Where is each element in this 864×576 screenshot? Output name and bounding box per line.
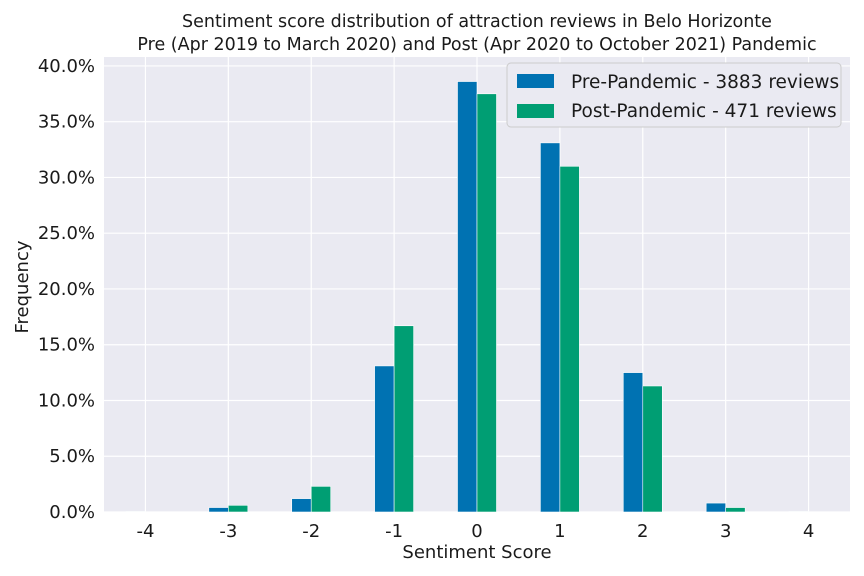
bar-pre--4 bbox=[125, 511, 146, 513]
y-tick-label: 15.0% bbox=[38, 335, 95, 356]
y-tick-label: 20.0% bbox=[38, 279, 95, 300]
bar-pre--1 bbox=[374, 365, 395, 513]
bar-pre-0 bbox=[457, 81, 478, 513]
y-tick-label: 35.0% bbox=[38, 112, 95, 133]
bar-post-0 bbox=[476, 93, 497, 513]
legend-box bbox=[506, 62, 842, 128]
legend-label-pre-pandemic: Pre-Pandemic - 3883 reviews bbox=[571, 72, 839, 93]
x-tick-label: 3 bbox=[720, 521, 731, 542]
bars bbox=[125, 81, 809, 513]
bar-post--1 bbox=[393, 325, 414, 513]
x-tick-label: 0 bbox=[471, 521, 482, 542]
bar-post--2 bbox=[310, 486, 332, 513]
bar-post-1 bbox=[559, 165, 580, 513]
x-tick-label: -2 bbox=[302, 521, 320, 542]
bar-post-3 bbox=[725, 507, 746, 513]
y-tick-label: 0.0% bbox=[49, 502, 95, 523]
legend-label-post-pandemic: Post-Pandemic - 471 reviews bbox=[571, 101, 837, 122]
x-tick-label: 1 bbox=[554, 521, 565, 542]
bar-pre--2 bbox=[291, 498, 312, 513]
bar-pre--3 bbox=[208, 507, 229, 513]
y-tick-label: 25.0% bbox=[38, 223, 95, 244]
bar-post--3 bbox=[228, 505, 249, 513]
y-tick-label: 5.0% bbox=[49, 446, 95, 467]
x-tick-label: -1 bbox=[385, 521, 403, 542]
x-tick-label: 2 bbox=[637, 521, 648, 542]
legend: Pre-Pandemic - 3883 reviews Post-Pandemi… bbox=[506, 62, 842, 128]
bar-post-2 bbox=[642, 385, 663, 513]
legend-swatch-pre-pandemic bbox=[517, 74, 554, 88]
bar-pre-1 bbox=[540, 142, 561, 513]
x-axis-label: Sentiment Score bbox=[402, 542, 551, 563]
x-tick-label: -4 bbox=[136, 521, 154, 542]
legend-swatch-post-pandemic bbox=[517, 104, 554, 118]
bar-pre-2 bbox=[622, 372, 644, 513]
chart-subtitle: Pre (Apr 2019 to March 2020) and Post (A… bbox=[137, 35, 816, 55]
bar-pre-3 bbox=[705, 502, 726, 513]
bar-pre-4 bbox=[788, 511, 809, 513]
y-tick-label: 40.0% bbox=[38, 56, 95, 77]
chart-title: Sentiment score distribution of attracti… bbox=[182, 12, 772, 32]
x-tick-label: -3 bbox=[219, 521, 237, 542]
x-tick-labels: -4 -3 -2 -1 0 1 2 3 4 bbox=[136, 521, 814, 542]
y-axis-label: Frequency bbox=[12, 240, 33, 333]
x-tick-label: 4 bbox=[803, 521, 814, 542]
y-tick-labels: 0.0% 5.0% 10.0% 15.0% 20.0% 25.0% 30.0% 35.0% 40… bbox=[38, 56, 95, 523]
y-tick-label: 10.0% bbox=[38, 390, 95, 411]
y-tick-label: 30.0% bbox=[38, 167, 95, 188]
